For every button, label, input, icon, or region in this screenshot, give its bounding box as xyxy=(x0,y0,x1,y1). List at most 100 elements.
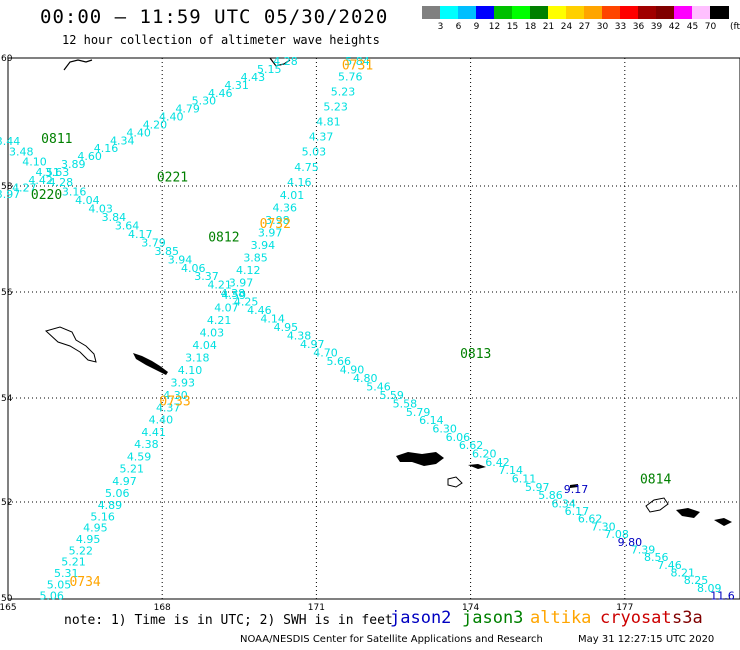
wave-height-value: 4.97 xyxy=(112,475,137,488)
scale-label: 15 xyxy=(506,22,519,32)
scale-label: 27 xyxy=(578,22,591,32)
lat-label: 56 xyxy=(1,288,13,298)
wave-height-value: 3.16 xyxy=(62,185,87,198)
scale-swatch xyxy=(530,6,549,19)
lon-label: 165 xyxy=(0,603,17,613)
scale-label: 36 xyxy=(632,22,645,32)
island-173 xyxy=(396,452,444,466)
wave-height-value: 4.43 xyxy=(241,71,266,84)
wave-height-value: 4.31 xyxy=(224,79,249,92)
scale-swatch xyxy=(476,6,495,19)
scale-label: 39 xyxy=(650,22,663,32)
scale-swatch xyxy=(656,6,675,19)
scale-swatch xyxy=(458,6,477,19)
wave-height-value: 9.80 xyxy=(618,536,643,549)
wave-height-value: 4.37 xyxy=(309,131,334,144)
wave-height-value: 5.79 xyxy=(406,406,431,419)
sat-legend-s3a: s3a xyxy=(672,608,703,628)
wave-height-value: 3.98 xyxy=(265,214,290,227)
wave-height-value: 6.42 xyxy=(485,456,510,469)
wave-height-value: 4.46 xyxy=(208,87,233,100)
scale-label: 33 xyxy=(614,22,627,32)
wave-height-value: 6.17 xyxy=(565,505,590,518)
credit-date: May 31 12:27:15 UTC 2020 xyxy=(578,634,715,645)
island-169 xyxy=(133,353,168,375)
wave-height-value: 4.16 xyxy=(94,142,119,155)
wave-height-value: 6.06 xyxy=(446,431,471,444)
wave-height-value: 5.21 xyxy=(61,556,86,569)
wave-height-value: 3.84 xyxy=(102,211,127,224)
wave-height-value: 4.04 xyxy=(75,194,100,207)
wave-height-value: 4.30 xyxy=(163,389,188,402)
footer-note: note: 1) Time is in UTC; 2) SWH is in fe… xyxy=(64,613,393,628)
wave-height-value: 6.30 xyxy=(432,422,457,435)
pass-label-0812: 0812 xyxy=(208,230,239,245)
page-title: 00:00 – 11:59 UTC 05/30/2020 xyxy=(40,6,389,28)
pass-labels: 0731 0221 0811 0220 0732 0812 0813 0733 0814 0734 xyxy=(31,58,672,590)
scale-swatch xyxy=(548,6,567,19)
wave-height-value: 5.16 xyxy=(90,510,115,523)
scale-label: 3 xyxy=(437,22,444,32)
pass-0811: 3.443.484.104.514.283.164.044.033.843.64… xyxy=(0,135,735,602)
altimeter-tracks: 5.845.765.235.234.814.375.034.754.164.01… xyxy=(0,55,735,602)
wave-height-value: 4.59 xyxy=(127,450,152,463)
wave-height-value: 5.30 xyxy=(192,95,217,108)
wave-height-value: 4.60 xyxy=(77,150,102,163)
wave-height-value: 4.10 xyxy=(178,364,203,377)
wave-height-value: 3.93 xyxy=(171,376,196,389)
wave-height-value: 5.06 xyxy=(39,590,64,603)
island-178 xyxy=(676,508,700,518)
pass-label-0731: 0731 xyxy=(342,58,373,73)
wave-height-value: 6.11 xyxy=(512,472,537,485)
wave-height-value: 5.58 xyxy=(393,397,418,410)
wave-height-value: 7.30 xyxy=(591,520,616,533)
wave-height-value: 3.64 xyxy=(115,219,140,232)
wave-height-value: 8.56 xyxy=(644,551,669,564)
wave-height-value: 4.17 xyxy=(128,228,153,241)
wave-height-value: 3.89 xyxy=(61,158,86,171)
wave-height-value: 4.95 xyxy=(76,533,101,546)
wave-height-value: 5.05 xyxy=(47,578,72,591)
pass-label-0814: 0814 xyxy=(640,473,671,488)
credit-text: NOAA/NESDIS Center for Satellite Applica… xyxy=(240,634,543,645)
wave-height-value: 8.25 xyxy=(684,574,709,587)
wave-height-value: 4.97 xyxy=(300,338,325,351)
wave-height-value: 4.16 xyxy=(287,176,312,189)
scale-label: 70 xyxy=(704,22,717,32)
wave-height-value: 4.79 xyxy=(175,103,200,116)
wave-height-value: 4.03 xyxy=(200,327,225,340)
wave-height-value: 4.12 xyxy=(236,264,261,277)
value-9-17: 9.17 xyxy=(564,483,589,496)
wave-height-value: 7.46 xyxy=(657,559,682,572)
wave-height-value: 4.27 xyxy=(12,181,37,194)
scale-swatch xyxy=(566,6,585,19)
coast-top-left xyxy=(63,59,93,71)
pass-label-0732: 0732 xyxy=(260,217,291,232)
wave-height-value: 3.97 xyxy=(258,227,283,240)
wave-height-value: 3.37 xyxy=(194,270,219,283)
wave-height-value: 4.95 xyxy=(274,321,299,334)
scale-label: 9 xyxy=(473,22,480,32)
island-179 xyxy=(714,518,732,526)
wave-height-value: 5.22 xyxy=(69,544,94,557)
wave-height-value: 4.38 xyxy=(134,438,159,451)
wave-height-value: 4.38 xyxy=(287,330,312,343)
sat-legend-jason3: jason3 xyxy=(462,608,524,628)
wave-height-value: 5.31 xyxy=(54,567,79,580)
wave-height-value: 4.90 xyxy=(340,364,365,377)
wave-height-value: 4.36 xyxy=(272,202,297,215)
scale-swatch xyxy=(638,6,657,19)
wave-height-value: 3.94 xyxy=(168,253,193,266)
land-masses xyxy=(45,57,732,526)
scale-swatch xyxy=(512,6,531,19)
coast-top-mid xyxy=(269,57,291,67)
scale-swatch xyxy=(440,6,459,19)
wave-height-value: 8.09 xyxy=(697,582,722,595)
scale-label: 24 xyxy=(560,22,573,32)
scale-label: 30 xyxy=(596,22,609,32)
island-near-168 xyxy=(45,326,97,363)
pass-label-0221: 0221 xyxy=(157,170,188,185)
wave-height-value: 3.79 xyxy=(141,236,166,249)
lat-label: 58 xyxy=(1,182,13,192)
